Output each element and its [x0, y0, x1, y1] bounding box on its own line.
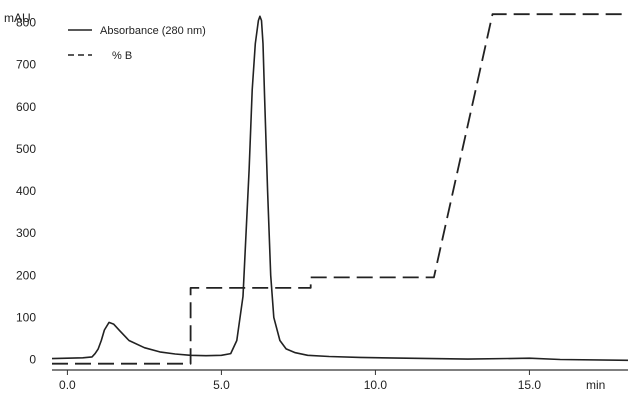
- y-tick-label: 200: [16, 268, 36, 282]
- series-line-absorbance: [51, 15, 628, 362]
- y-tick-label: 800: [16, 16, 36, 30]
- y-axis-ticks: 0 100 200 300 400 500 600 700 800: [16, 16, 36, 367]
- x-tick-label: 5.0: [213, 378, 230, 392]
- y-tick-label: 300: [16, 226, 36, 240]
- x-tick-label: 15.0: [518, 378, 542, 392]
- legend: Absorbance (280 nm) % B: [68, 25, 206, 62]
- y-tick-label: 100: [16, 310, 36, 324]
- legend-label-absorbance: Absorbance (280 nm): [100, 25, 206, 37]
- y-unit-label: mAU: [4, 11, 31, 25]
- y-tick-label: 500: [16, 142, 36, 156]
- y-tick-label: 400: [16, 184, 36, 198]
- y-tick-label: 700: [16, 58, 36, 72]
- x-tick-label: 0.0: [59, 378, 76, 392]
- series-layer: [51, 13, 628, 365]
- x-tick-label: 10.0: [364, 378, 388, 392]
- y-tick-label: 600: [16, 100, 36, 114]
- x-axis-ticks: 0.0 5.0 10.0 15.0: [59, 370, 541, 392]
- series-line-percent-b: [52, 13, 628, 365]
- legend-label-percent-b: % B: [112, 50, 132, 62]
- x-unit-label: min: [586, 378, 605, 392]
- y-tick-label: 0: [29, 352, 36, 366]
